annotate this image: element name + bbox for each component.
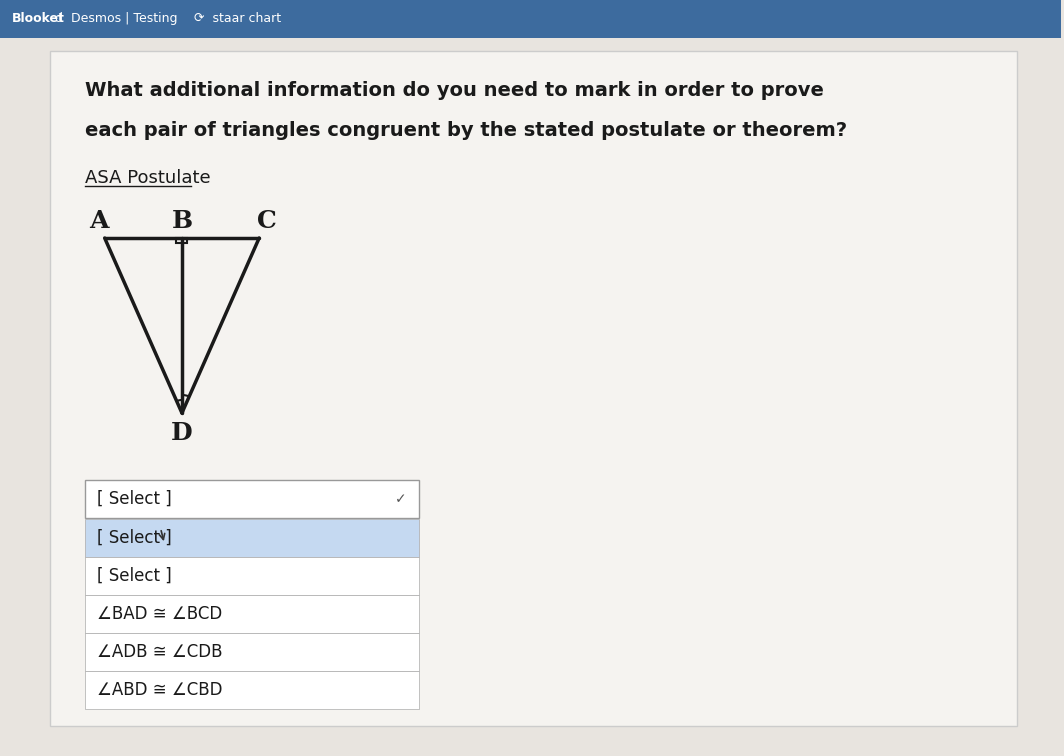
- Bar: [85, 595, 418, 633]
- Text: B: B: [171, 209, 193, 233]
- Text: ∠BAD ≅ ∠BCD: ∠BAD ≅ ∠BCD: [97, 605, 222, 623]
- Text: Blooket: Blooket: [12, 13, 65, 26]
- Text: C: C: [257, 209, 277, 233]
- Bar: [85, 480, 418, 518]
- Text: D: D: [171, 421, 193, 445]
- Bar: [85, 671, 418, 709]
- Text: ∠ADB ≅ ∠CDB: ∠ADB ≅ ∠CDB: [97, 643, 222, 661]
- Text: ⟳  staar chart: ⟳ staar chart: [195, 13, 282, 26]
- Bar: [85, 519, 418, 557]
- Text: [ Select ]: [ Select ]: [97, 490, 171, 508]
- Text: [ Select ]: [ Select ]: [97, 567, 171, 585]
- Bar: [85, 557, 418, 595]
- Bar: [85, 633, 418, 671]
- Text: A: A: [89, 209, 109, 233]
- Bar: [0, 0, 1061, 38]
- Text: ASA Postulate: ASA Postulate: [85, 169, 211, 187]
- Text: d  Desmos | Testing: d Desmos | Testing: [55, 13, 178, 26]
- Text: each pair of triangles congruent by the stated postulate or theorem?: each pair of triangles congruent by the …: [85, 122, 847, 141]
- Text: What additional information do you need to mark in order to prove: What additional information do you need …: [85, 82, 824, 101]
- Bar: [50, 51, 1017, 726]
- Text: [ Select ]: [ Select ]: [97, 529, 171, 547]
- Text: ∠ABD ≅ ∠CBD: ∠ABD ≅ ∠CBD: [97, 681, 222, 699]
- Text: ✓: ✓: [395, 492, 406, 506]
